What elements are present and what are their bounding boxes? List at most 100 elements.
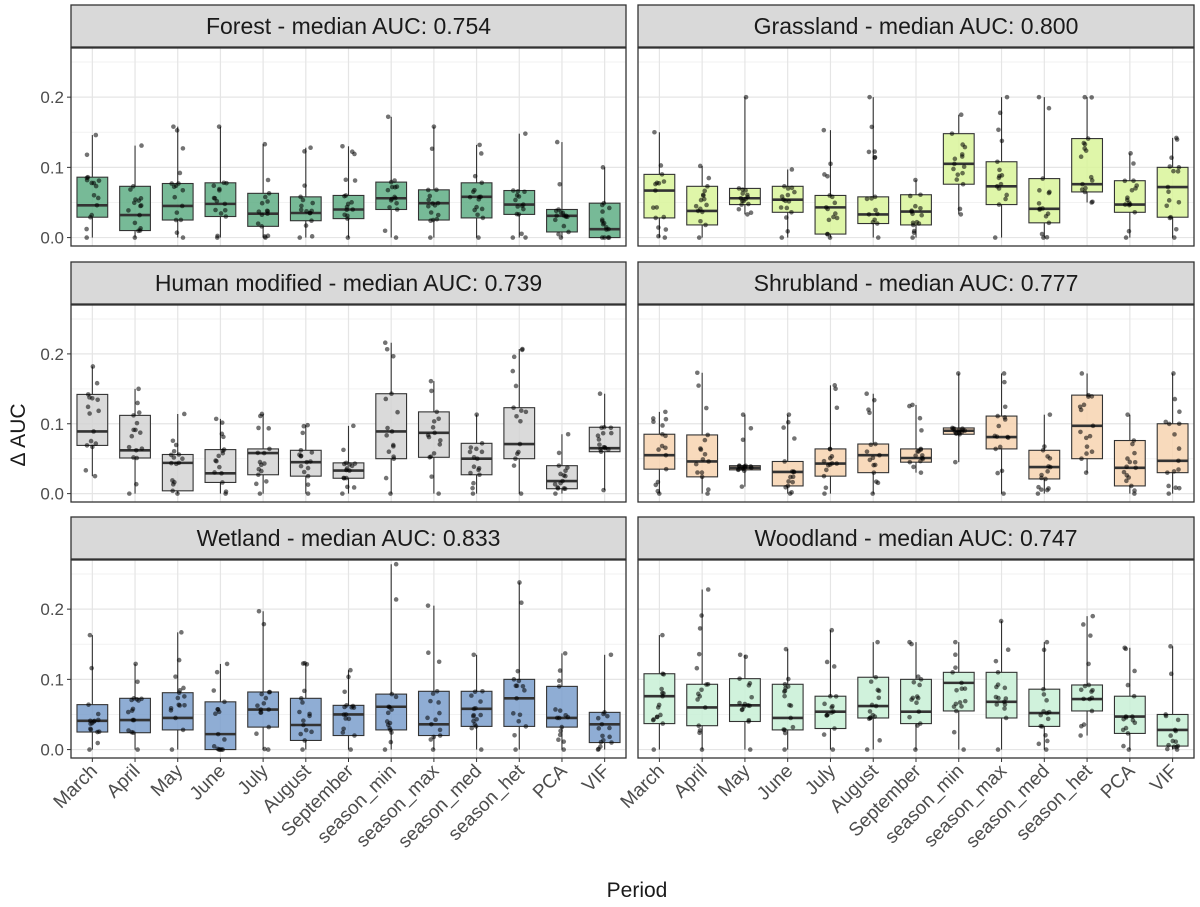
data-point <box>825 206 830 212</box>
data-point <box>907 403 912 409</box>
data-point <box>1078 733 1083 738</box>
data-point <box>705 587 711 592</box>
data-point <box>1002 379 1007 385</box>
data-point <box>255 703 260 708</box>
data-point <box>919 212 924 218</box>
data-point <box>663 452 669 458</box>
data-point <box>743 196 749 202</box>
data-point <box>554 139 560 145</box>
data-point <box>428 235 433 240</box>
data-point <box>182 702 187 708</box>
box-VIF <box>1156 135 1189 240</box>
data-point <box>913 453 918 458</box>
data-point <box>661 179 667 184</box>
data-point <box>1040 448 1046 453</box>
data-point <box>821 458 827 464</box>
data-point <box>996 202 1002 207</box>
data-point <box>782 747 787 752</box>
data-point <box>608 430 614 436</box>
data-point <box>514 414 519 419</box>
data-point <box>660 632 665 638</box>
data-point <box>223 214 229 219</box>
data-point <box>950 670 955 675</box>
y-tick-label: 0.1 <box>40 415 64 434</box>
data-point <box>472 173 478 179</box>
box-May <box>728 652 761 752</box>
data-point <box>748 425 754 431</box>
data-point <box>305 482 311 487</box>
data-point <box>1167 164 1173 169</box>
data-point <box>789 185 795 191</box>
data-point <box>997 444 1003 450</box>
data-point <box>875 480 881 486</box>
data-point <box>1043 732 1048 738</box>
data-point <box>520 683 526 689</box>
data-point <box>785 186 791 191</box>
data-point <box>1082 683 1088 689</box>
data-point <box>600 209 605 214</box>
data-point <box>298 463 304 469</box>
data-point <box>94 202 100 208</box>
data-point <box>221 434 226 440</box>
box-iqr <box>771 683 804 731</box>
data-point <box>785 192 791 198</box>
box-September <box>900 177 932 240</box>
data-point <box>914 694 920 699</box>
data-point <box>1047 412 1053 417</box>
data-point <box>877 452 882 458</box>
data-point <box>706 459 711 464</box>
y-tick-label: 0.0 <box>40 741 64 760</box>
data-point <box>382 747 388 752</box>
box-season_het <box>503 131 536 240</box>
data-point <box>995 470 1000 476</box>
data-point <box>696 383 701 388</box>
data-point <box>304 661 310 667</box>
data-point <box>383 396 389 402</box>
data-point <box>654 714 660 720</box>
data-point <box>1127 202 1133 207</box>
data-point <box>471 713 476 719</box>
data-point <box>911 230 917 236</box>
data-point <box>652 129 657 135</box>
data-point <box>1045 454 1050 459</box>
data-point <box>1041 686 1046 692</box>
data-point <box>951 704 957 709</box>
data-point <box>89 212 95 218</box>
data-point <box>386 449 392 455</box>
data-point <box>737 463 742 469</box>
box-iqr <box>643 173 676 219</box>
data-point <box>1132 488 1137 493</box>
data-point <box>389 429 395 434</box>
box-September <box>332 423 365 496</box>
data-point <box>653 188 658 193</box>
data-point <box>832 726 837 731</box>
data-point <box>345 484 350 490</box>
data-point <box>129 697 134 703</box>
data-point <box>214 198 220 204</box>
data-point <box>134 420 140 426</box>
data-point <box>786 199 792 204</box>
data-point <box>1088 174 1094 180</box>
data-point <box>428 698 433 704</box>
data-point <box>394 200 399 206</box>
data-point <box>301 423 307 429</box>
data-point <box>595 433 601 439</box>
data-point <box>1176 458 1181 464</box>
data-point <box>426 197 431 203</box>
data-point <box>1044 639 1050 645</box>
data-point <box>216 124 222 129</box>
data-point <box>174 230 180 235</box>
data-point <box>1124 478 1129 484</box>
data-point <box>139 446 145 451</box>
data-point <box>962 686 968 691</box>
data-point <box>476 235 481 240</box>
data-point <box>739 202 744 207</box>
data-point <box>918 470 924 475</box>
data-point <box>697 626 703 631</box>
data-point <box>994 434 1000 439</box>
data-point <box>382 340 388 346</box>
data-point <box>870 491 876 496</box>
data-point <box>869 702 875 708</box>
data-point <box>517 580 522 585</box>
data-point <box>1125 456 1130 461</box>
